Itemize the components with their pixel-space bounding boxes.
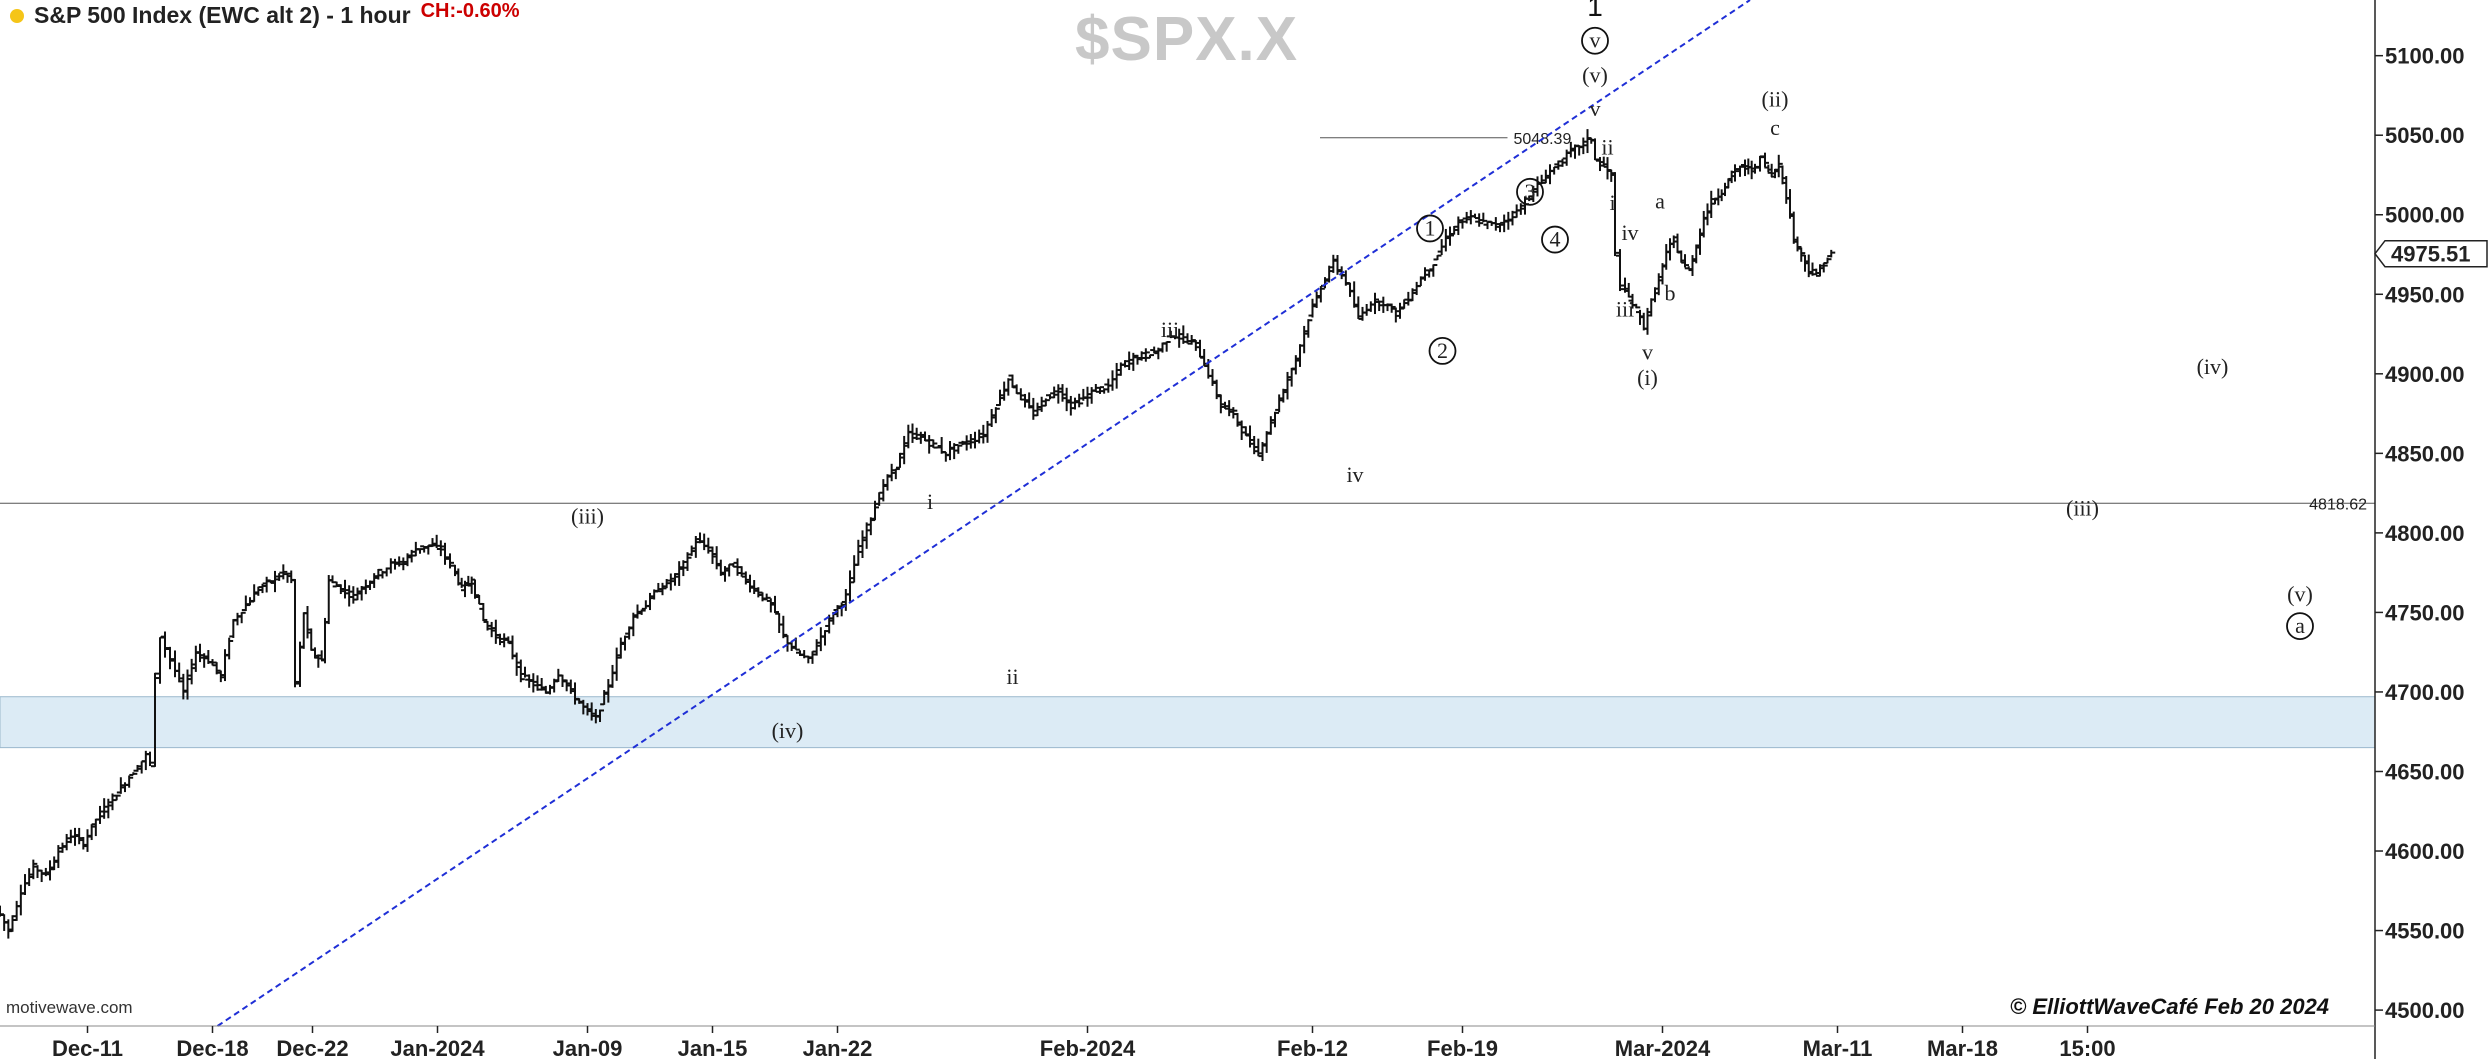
wave-label: c bbox=[1770, 115, 1780, 140]
support-zone bbox=[0, 696, 2376, 749]
x-tick-label: Feb-2024 bbox=[1040, 1036, 1136, 1059]
wave-label: v bbox=[1642, 339, 1653, 364]
y-tick-label: 4850.00 bbox=[2385, 441, 2465, 466]
wave-circle bbox=[1428, 337, 1457, 365]
x-tick-label: Feb-19 bbox=[1427, 1036, 1498, 1059]
wave-label: a bbox=[1655, 188, 1665, 213]
y-tick-label: 5100.00 bbox=[2385, 44, 2465, 69]
wave-label: i bbox=[1609, 190, 1615, 215]
wave-label: 4 bbox=[1550, 227, 1561, 252]
wave-label: v bbox=[1590, 96, 1601, 121]
y-tick-label: 4500.00 bbox=[2385, 998, 2465, 1023]
x-tick-label: Feb-12 bbox=[1277, 1036, 1348, 1059]
status-dot-icon bbox=[10, 8, 24, 23]
wave-label: 1 bbox=[1587, 0, 1603, 22]
wave-label: i bbox=[927, 489, 933, 514]
wave-circle bbox=[1516, 177, 1544, 206]
y-tick-label: 4650.00 bbox=[2385, 759, 2465, 784]
x-tick-label: Jan-22 bbox=[803, 1036, 873, 1059]
x-tick-label: Mar-2024 bbox=[1615, 1036, 1711, 1059]
wave-label: v bbox=[1590, 28, 1601, 53]
y-tick-label: 4950.00 bbox=[2385, 282, 2465, 307]
y-tick-label: 5050.00 bbox=[2385, 123, 2465, 148]
wave-label: iv bbox=[1346, 462, 1363, 487]
wave-label: 1 bbox=[1425, 215, 1436, 240]
x-tick-label: Dec-18 bbox=[176, 1036, 248, 1059]
support-zone-layer bbox=[0, 696, 2376, 749]
last-price-box bbox=[2374, 239, 2488, 268]
wave-circle bbox=[2286, 612, 2314, 640]
wave-label: (i) bbox=[1637, 365, 1658, 390]
x-tick-label: 15:00 bbox=[2059, 1036, 2115, 1059]
wave-label: 3 bbox=[1525, 179, 1536, 204]
wave-label: (iii) bbox=[571, 503, 604, 528]
x-tick-label: Mar-11 bbox=[1803, 1036, 1873, 1059]
wave-label: ii bbox=[1601, 134, 1613, 159]
wave-label: iii bbox=[1616, 297, 1634, 322]
trendline-layer bbox=[216, 0, 1751, 1027]
wave-label: (v) bbox=[2287, 581, 2313, 606]
y-tick-label: 4700.00 bbox=[2385, 680, 2465, 705]
price-bars bbox=[0, 129, 1836, 939]
price-bars-layer bbox=[0, 129, 1836, 939]
y-tick-label: 4600.00 bbox=[2385, 839, 2465, 864]
wave-labels-layer: 1v(v)viiiiviiiv(i)ab(ii)c(iv)(iii)(v)a12… bbox=[571, 0, 2314, 743]
y-tick-label: 4750.00 bbox=[2385, 600, 2465, 625]
y-tick-label: 4900.00 bbox=[2385, 362, 2465, 387]
symbol-watermark: $SPX.X bbox=[1075, 5, 1299, 74]
wave-label: (iv) bbox=[2197, 354, 2229, 379]
wave-label: a bbox=[2295, 613, 2305, 638]
wave-circle bbox=[1541, 225, 1569, 254]
wave-label: ii bbox=[1006, 664, 1018, 689]
y-tick-label: 4800.00 bbox=[2385, 521, 2465, 546]
chart-header: S&P 500 Index (EWC alt 2) - 1 hour CH:-0… bbox=[10, 0, 520, 29]
wave-label: (v) bbox=[1582, 63, 1608, 88]
wave-label: iv bbox=[1621, 220, 1638, 245]
wave-label: (iii) bbox=[2066, 495, 2099, 520]
x-tick-label: Jan-09 bbox=[553, 1036, 623, 1059]
wave-label: iii bbox=[1161, 317, 1179, 342]
y-tick-label: 5000.00 bbox=[2385, 203, 2465, 228]
wave-label: (iv) bbox=[772, 718, 804, 743]
x-tick-label: Dec-11 bbox=[52, 1036, 123, 1059]
wave-label: (ii) bbox=[1762, 87, 1789, 112]
x-tick-label: Mar-18 bbox=[1927, 1036, 1998, 1059]
wave-label: 2 bbox=[1437, 338, 1448, 363]
wave-label: b bbox=[1665, 281, 1676, 306]
x-tick-label: Jan-2024 bbox=[390, 1036, 485, 1059]
chart-title: S&P 500 Index (EWC alt 2) - 1 hour bbox=[34, 2, 411, 28]
source-credit: motivewave.com bbox=[6, 998, 133, 1017]
change-percent: CH:-0.60% bbox=[420, 0, 520, 22]
wave-circle bbox=[1416, 214, 1444, 243]
x-tick-label: Dec-22 bbox=[276, 1036, 348, 1059]
last-price-label: 4975.51 bbox=[2391, 242, 2471, 267]
x-tick-label: Jan-15 bbox=[678, 1036, 748, 1059]
copyright-note: © ElliottWaveCafé Feb 20 2024 bbox=[2010, 994, 2330, 1019]
y-tick-label: 4550.00 bbox=[2385, 919, 2465, 944]
level-label: 4818.62 bbox=[2309, 496, 2367, 513]
level-lines-layer: 5048.394818.62 bbox=[0, 131, 2375, 513]
trendline bbox=[216, 0, 1751, 1027]
wave-circle bbox=[1581, 26, 1609, 55]
